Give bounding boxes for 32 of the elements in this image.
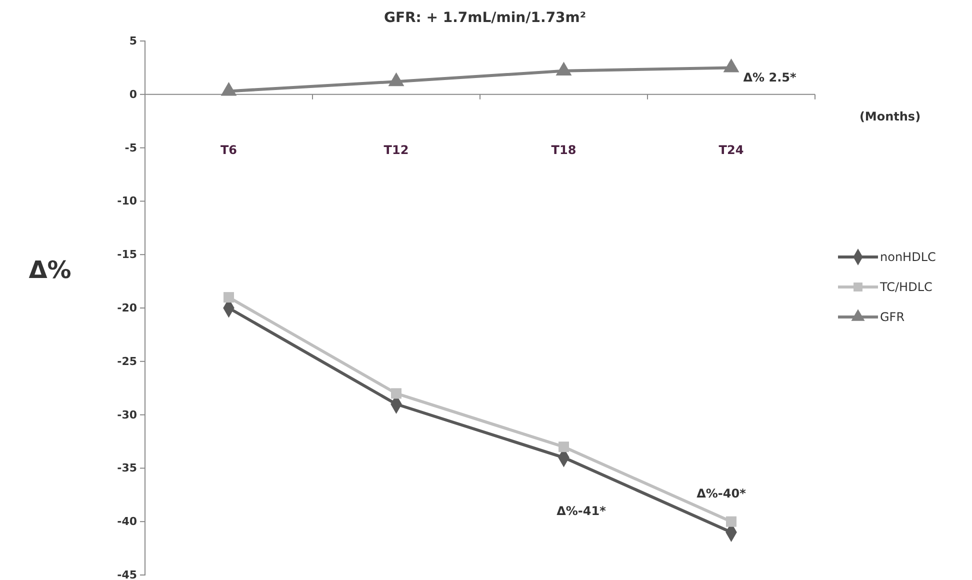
point <box>556 62 572 76</box>
point <box>726 516 736 527</box>
point <box>220 82 237 96</box>
x-axis-title: (Months) <box>859 109 921 124</box>
y-tick-label: -15 <box>117 248 137 262</box>
point <box>391 388 402 399</box>
x-tick-label: T24 <box>718 142 744 157</box>
y-tick-label: 0 <box>129 88 138 101</box>
point <box>388 72 404 86</box>
y-tick-label: -10 <box>117 194 138 208</box>
legend-label: GFR <box>880 310 905 324</box>
y-axis-title: Δ% <box>28 256 72 284</box>
annotation: Δ%-41* <box>556 504 607 518</box>
y-tick-label: -30 <box>117 408 138 422</box>
point <box>723 58 740 72</box>
y-tick-label: -35 <box>117 462 137 475</box>
x-tick-label: T6 <box>220 142 238 157</box>
y-tick-label: -25 <box>117 354 137 368</box>
point <box>224 292 234 303</box>
y-tick-label: -20 <box>117 302 138 315</box>
annotation: Δ% 2.5* <box>743 70 797 85</box>
chart-title: GFR: + 1.7mL/min/1.73m² <box>384 10 586 26</box>
x-tick-label: T18 <box>551 142 576 157</box>
annotation: Δ%-40* <box>696 486 747 501</box>
y-tick-label: -5 <box>124 141 137 154</box>
x-tick-label: T12 <box>384 142 409 157</box>
y-tick-label: -40 <box>117 515 138 528</box>
legend-label: TC/HDLC <box>879 280 932 294</box>
y-tick-label: 5 <box>129 34 137 48</box>
point <box>558 442 569 452</box>
legend-label: nonHDLC <box>880 250 936 264</box>
y-tick-label: -45 <box>117 568 137 580</box>
